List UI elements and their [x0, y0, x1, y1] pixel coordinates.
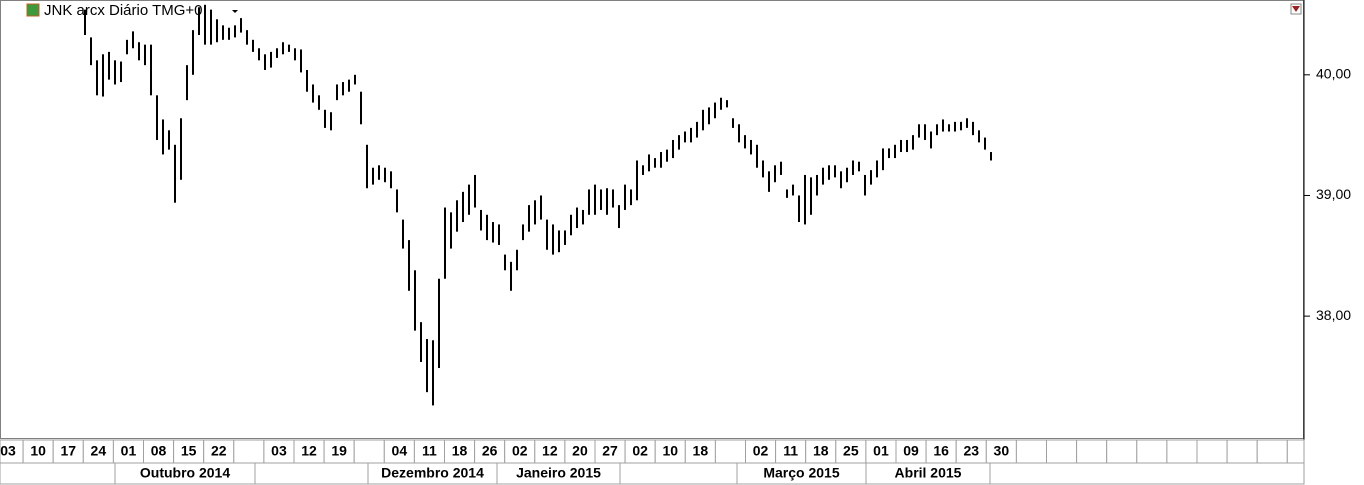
date-label: 12 — [542, 443, 558, 459]
date-label: 24 — [91, 443, 107, 459]
month-label: Outubro 2014 — [140, 465, 230, 481]
date-label: 18 — [452, 443, 468, 459]
date-label: 01 — [873, 443, 889, 459]
date-label: 02 — [512, 443, 528, 459]
date-cell — [1076, 439, 1108, 464]
date-cell — [353, 439, 385, 464]
date-label: 18 — [693, 443, 709, 459]
date-cell — [1106, 439, 1138, 464]
date-label: 04 — [392, 443, 408, 459]
date-label: 26 — [482, 443, 498, 459]
y-tick-label: 40,00 — [1316, 66, 1351, 82]
month-cell — [619, 462, 738, 485]
dropdown-arrow[interactable] — [232, 10, 238, 13]
date-label: 12 — [301, 443, 317, 459]
date-label: 15 — [181, 443, 197, 459]
date-label: 17 — [60, 443, 76, 459]
date-label: 02 — [632, 443, 648, 459]
date-label: 03 — [271, 443, 287, 459]
date-label: 09 — [903, 443, 919, 459]
date-cell — [1166, 439, 1198, 464]
date-label: 10 — [30, 443, 46, 459]
date-label: 11 — [783, 443, 798, 459]
month-cell — [0, 462, 116, 485]
date-cell — [1196, 439, 1228, 464]
date-cell — [1136, 439, 1168, 464]
date-label: 01 — [121, 443, 137, 459]
date-label: 18 — [813, 443, 829, 459]
date-cell — [714, 439, 747, 464]
month-label: Dezembro 2014 — [381, 465, 484, 481]
date-cell — [233, 439, 265, 464]
date-label: 08 — [151, 443, 167, 459]
date-label: 22 — [211, 443, 227, 459]
date-cell — [1226, 439, 1258, 464]
date-label: 20 — [572, 443, 588, 459]
y-tick-label: 39,00 — [1316, 186, 1351, 202]
symbol-icon[interactable] — [26, 3, 40, 17]
date-cell — [1256, 439, 1288, 464]
month-label: Março 2015 — [763, 465, 839, 481]
date-label: 23 — [963, 443, 979, 459]
chart-title[interactable]: JNK arcx Diário TMG+0 — [44, 2, 203, 19]
date-label: 16 — [933, 443, 949, 459]
date-cell — [1046, 439, 1078, 464]
month-label: Abril 2015 — [895, 465, 962, 481]
month-cell — [254, 462, 369, 485]
month-label: Janeiro 2015 — [516, 465, 601, 481]
month-cell — [989, 462, 1305, 485]
date-label: 03 — [0, 443, 16, 459]
date-label: 27 — [602, 443, 618, 459]
date-label: 11 — [422, 443, 437, 459]
date-label: 30 — [994, 443, 1010, 459]
date-cell — [1286, 439, 1305, 464]
close-icon[interactable] — [1290, 3, 1302, 15]
date-label: 10 — [662, 443, 678, 459]
date-label: 19 — [331, 443, 347, 459]
date-label: 02 — [753, 443, 769, 459]
y-tick-label: 38,00 — [1316, 307, 1351, 323]
plot-area — [0, 0, 1304, 439]
date-label: 25 — [843, 443, 859, 459]
date-cell — [1015, 439, 1048, 464]
